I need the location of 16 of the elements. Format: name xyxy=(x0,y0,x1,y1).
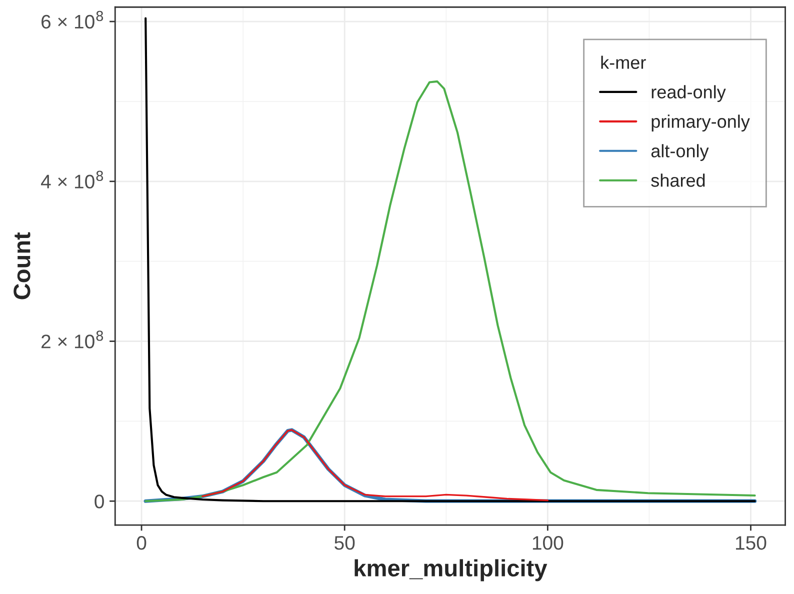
legend-label: shared xyxy=(651,174,705,187)
legend-label: read-only xyxy=(652,85,726,102)
legend-title: k-mer xyxy=(601,56,646,69)
x-tick-label: 50 xyxy=(334,536,355,550)
legend-label: alt-only xyxy=(651,144,709,161)
x-tick-label: 150 xyxy=(736,536,766,550)
x-axis-title: kmer_multiplicity xyxy=(354,559,548,582)
y-tick-label: 0 xyxy=(94,494,104,508)
line-series xyxy=(202,429,549,502)
x-tick-label: 0 xyxy=(136,536,146,550)
y-tick-label: 6 × 10$^{8}$ xyxy=(42,10,104,29)
legend-label: primary-only xyxy=(652,114,750,132)
y-tick-label: 2 × 10$^{8}$ xyxy=(42,330,104,348)
y-tick-label: 4 × 10$^{8}$ xyxy=(40,170,104,188)
x-tick-label: 100 xyxy=(532,536,564,550)
y-axis-title: Count xyxy=(14,232,30,300)
